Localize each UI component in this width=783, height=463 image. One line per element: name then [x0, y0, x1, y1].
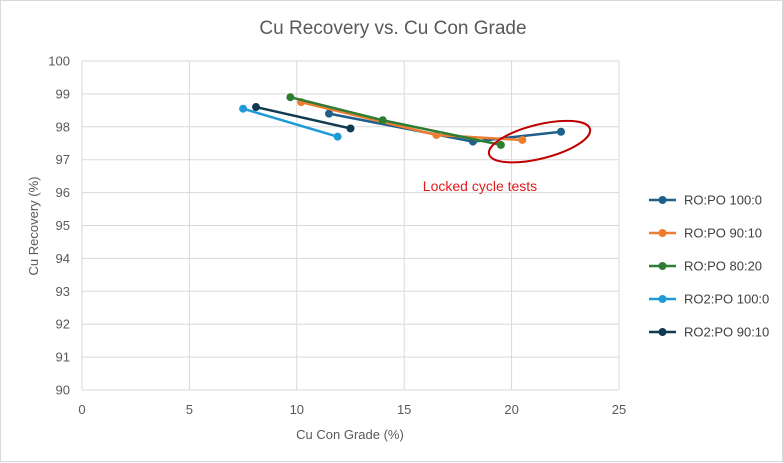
series-1 — [297, 98, 527, 144]
legend-marker — [658, 262, 667, 270]
legend-item: RO2:PO 90:10 — [649, 325, 769, 340]
chart-title: Cu Recovery vs. Cu Con Grade — [259, 18, 526, 39]
x-tick-labels: 0 5 10 15 20 25 — [78, 402, 626, 417]
legend-item: RO:PO 100:0 — [649, 193, 762, 208]
series-line — [242, 107, 338, 138]
series-line — [255, 105, 351, 130]
data-point — [378, 116, 387, 125]
series-2 — [286, 93, 505, 149]
legend: RO:PO 100:0 RO:PO 90:10 RO:PO 80:20 RO2:PO … — [649, 193, 769, 340]
data-point — [286, 93, 295, 102]
x-tick-label: 25 — [612, 402, 626, 417]
legend-marker — [658, 229, 667, 237]
legend-label: RO2:PO 90:10 — [684, 325, 769, 340]
y-tick-label: 94 — [56, 251, 70, 266]
legend-marker — [658, 328, 667, 336]
data-point — [346, 124, 355, 133]
series-3 — [239, 104, 342, 141]
x-tick-label: 20 — [504, 402, 518, 417]
data-point — [557, 127, 566, 136]
y-axis-label: Cu Recovery (%) — [26, 177, 41, 276]
y-tick-label: 90 — [56, 383, 70, 398]
x-tick-label: 5 — [186, 402, 193, 417]
legend-item: RO:PO 80:20 — [649, 259, 762, 274]
x-axis-label: Cu Con Grade (%) — [296, 427, 404, 442]
y-tick-label: 96 — [56, 185, 70, 200]
series-layer — [239, 93, 566, 149]
data-point — [333, 132, 342, 141]
data-point — [239, 104, 248, 113]
y-tick-labels: 90 91 92 93 94 95 96 97 98 99 100 — [48, 54, 70, 398]
legend-label: RO2:PO 100:0 — [684, 292, 769, 307]
data-point — [325, 109, 334, 118]
data-point — [251, 103, 260, 112]
x-tick-label: 10 — [290, 402, 304, 417]
y-tick-label: 98 — [56, 119, 70, 134]
y-tick-label: 91 — [56, 350, 70, 365]
annotation: Locked cycle tests — [423, 119, 592, 194]
grid — [81, 60, 620, 391]
y-tick-label: 100 — [48, 54, 70, 69]
legend-label: RO:PO 100:0 — [684, 193, 762, 208]
y-tick-label: 97 — [56, 152, 70, 167]
legend-marker — [658, 295, 667, 303]
annotation-text: Locked cycle tests — [423, 178, 537, 194]
legend-item: RO:PO 90:10 — [649, 226, 762, 241]
locked-cycle-ellipse — [487, 119, 592, 164]
legend-marker — [658, 196, 667, 204]
legend-label: RO:PO 80:20 — [684, 259, 762, 274]
legend-label: RO:PO 90:10 — [684, 226, 762, 241]
series-4 — [251, 103, 355, 133]
x-tick-label: 15 — [397, 402, 411, 417]
legend-item: RO2:PO 100:0 — [649, 292, 769, 307]
y-tick-label: 95 — [56, 218, 70, 233]
data-point — [518, 135, 527, 144]
data-point — [496, 140, 505, 149]
x-tick-label: 0 — [78, 402, 85, 417]
y-tick-label: 99 — [56, 86, 70, 101]
y-tick-label: 93 — [56, 284, 70, 299]
y-tick-label: 92 — [56, 317, 70, 332]
